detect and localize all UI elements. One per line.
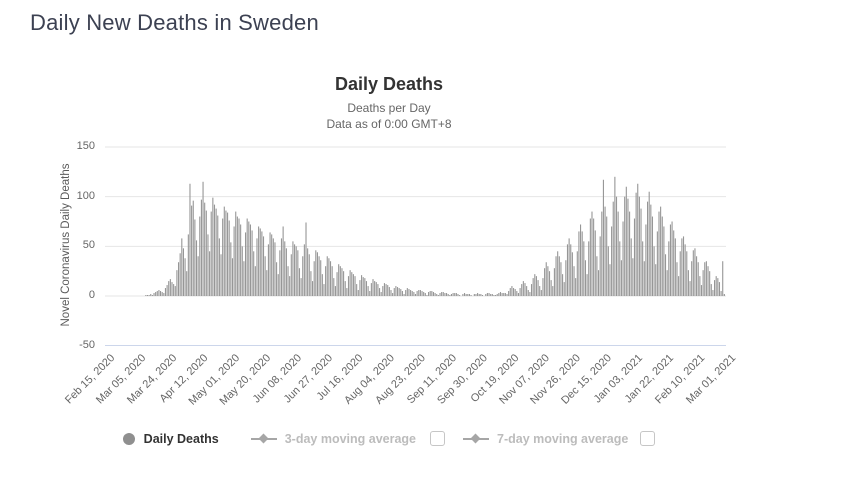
page-title: Daily New Deaths in Sweden (30, 10, 319, 35)
chart-data-as-of: Data as of 0:00 GMT+8 (326, 117, 452, 131)
legend-label-3day-avg: 3-day moving average (284, 431, 417, 446)
7day-avg-marker-icon (463, 433, 490, 445)
3day-avg-marker-icon (250, 433, 277, 445)
chart-subtitle: Deaths per Day (347, 101, 431, 115)
y-axis-tick-label: 150 (76, 140, 95, 152)
legend-label-7day-avg: 7-day moving average (497, 431, 629, 446)
legend-item-7day-avg[interactable]: 7-day moving average (463, 432, 628, 446)
daily-deaths-chart: Daily Deaths Deaths per Day Data as of 0… (28, 62, 750, 476)
legend-label-daily-deaths: Daily Deaths (143, 431, 219, 446)
daily-deaths-marker-icon (122, 432, 135, 445)
7day-avg-checkbox[interactable] (640, 431, 656, 446)
legend: Daily Deaths 3-day moving average 7-day … (28, 431, 750, 446)
chart-title: Daily Deaths (334, 74, 444, 94)
plot-area (105, 146, 726, 346)
y-axis-tick-label: -50 (79, 338, 95, 351)
legend-item-3day-avg[interactable]: 3-day moving average (250, 431, 417, 446)
y-axis-tick-label: 0 (88, 289, 95, 301)
daily-deaths-bars[interactable] (145, 176, 725, 296)
legend-item-daily-deaths[interactable]: Daily Deaths (122, 431, 219, 446)
y-axis-tick-label: 100 (76, 189, 95, 202)
y-axis-tick-label: 50 (82, 239, 95, 252)
3day-avg-checkbox[interactable] (430, 431, 446, 446)
